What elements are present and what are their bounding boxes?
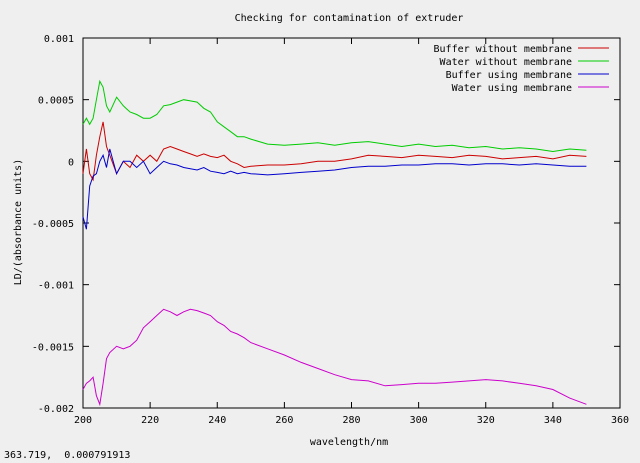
x-tick-label: 340 xyxy=(544,415,562,426)
chart-background xyxy=(0,0,640,450)
series-layer xyxy=(82,79,587,407)
x-tick-label: 240 xyxy=(208,415,226,426)
legend: Buffer without membrane Water without mem… xyxy=(434,44,609,94)
line-chart[interactable]: Checking for contamination of extruder 2… xyxy=(0,0,640,450)
x-tick-label: 300 xyxy=(410,415,428,426)
y-tick-label: -0.002 xyxy=(38,404,74,415)
legend-label: Buffer using membrane xyxy=(446,70,572,81)
y-tick-label: 0 xyxy=(68,157,74,168)
x-tick-label: 360 xyxy=(611,415,629,426)
legend-label: Buffer without membrane xyxy=(434,44,572,55)
x-tick-label: 320 xyxy=(477,415,495,426)
x-tick-label: 220 xyxy=(141,415,159,426)
chart-title: Checking for contamination of extruder xyxy=(235,13,464,24)
y-tick-label: -0.0015 xyxy=(32,342,74,353)
x-tick-label: 200 xyxy=(74,415,92,426)
y-tick-label: -0.0005 xyxy=(32,219,74,230)
series-line-water-using-membrane xyxy=(82,308,587,407)
series-line-buffer-using-membrane xyxy=(82,148,587,230)
plot-area xyxy=(82,37,621,409)
cursor-coordinates-readout: 363.719, 0.000791913 xyxy=(4,450,131,461)
y-axis-label: LD/(absorbance units) xyxy=(13,159,24,285)
x-axis-label: wavelength/nm xyxy=(310,437,388,448)
tick-labels: 200 220 240 260 280 300 320 340 360 0.001 0.0005 0 -… xyxy=(32,34,629,426)
y-tick-label: 0.001 xyxy=(44,34,74,45)
y-tick-label: 0.0005 xyxy=(38,96,74,107)
legend-label: Water using membrane xyxy=(452,83,572,94)
series-line-buffer-without-membrane xyxy=(82,121,587,182)
y-tick-label: -0.001 xyxy=(38,281,74,292)
series-line-water-without-membrane xyxy=(82,79,587,153)
x-tick-label: 280 xyxy=(342,415,360,426)
legend-label: Water without membrane xyxy=(440,57,572,68)
x-tick-label: 260 xyxy=(275,415,293,426)
